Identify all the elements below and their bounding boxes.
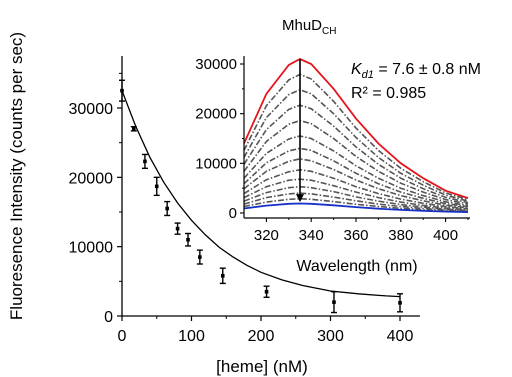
- spectrum-line: [243, 192, 469, 212]
- inset-x-tick-label: 360: [343, 227, 368, 244]
- data-point: [186, 237, 190, 242]
- fit-curve-layer: [121, 90, 401, 298]
- main-y-axis-label: Fluoresence Intensity (counts per sec): [7, 32, 26, 320]
- spectrum-line-final: [243, 202, 469, 213]
- main-y-tick-label: 30000: [69, 101, 114, 118]
- data-point: [143, 159, 147, 164]
- inset-x-axis-label: Wavelength (nm): [296, 258, 417, 275]
- fit-curve: [121, 90, 401, 298]
- main-x-tick-label: 200: [248, 328, 275, 345]
- data-point: [132, 127, 136, 131]
- inset-title: MhuDCH: [282, 17, 336, 37]
- inset-y-tick-label: 20000: [195, 106, 237, 123]
- spectrum-line: [243, 147, 469, 208]
- inset-title-main: MhuD: [282, 17, 322, 34]
- data-point: [175, 226, 180, 231]
- inset-x-tick-label: 380: [388, 227, 413, 244]
- spectrum-line: [243, 197, 469, 213]
- main-plot: 0 100 200 300 400 0 10000 20000 30000 [heme] (nM…: [7, 32, 420, 376]
- data-point: [198, 255, 202, 259]
- data-points-layer: [119, 79, 403, 314]
- main-y-tick-label: 20000: [69, 170, 114, 187]
- inset-axes: 320 340 360 380 400 0 10000 20000 30000: [195, 56, 470, 244]
- inset-y-tick-label: 0: [229, 205, 237, 222]
- data-point: [220, 273, 225, 278]
- inset-x-tick-label: 340: [299, 227, 324, 244]
- spectrum-line: [243, 178, 469, 211]
- kd-subscript: d1: [362, 69, 374, 81]
- arrow-head: [296, 194, 304, 203]
- main-x-tick-label: 0: [118, 328, 127, 345]
- main-x-tick-label: 300: [317, 328, 344, 345]
- data-point: [154, 184, 159, 189]
- inset-plot: 320 340 360 380 400 0 10000 20000 30000 MhuDCH K…: [195, 17, 481, 275]
- data-point: [264, 289, 269, 294]
- spectrum-line: [243, 158, 469, 209]
- data-point: [165, 206, 169, 211]
- decrease-arrow: [296, 59, 304, 203]
- main-y-tick-label: 10000: [69, 240, 114, 257]
- spectrum-line: [243, 168, 469, 210]
- spectrum-line: [243, 119, 469, 205]
- inset-y-tick-label: 10000: [195, 155, 237, 172]
- spectrum-line: [243, 73, 469, 201]
- data-point: [398, 301, 402, 305]
- main-x-axis-label: [heme] (nM): [216, 357, 308, 376]
- main-y-tick-label: 0: [104, 309, 113, 326]
- inset-x-tick-label: 400: [433, 227, 458, 244]
- data-point: [332, 300, 336, 304]
- main-axes: 0 100 200 300 400 0 10000 20000 30000: [69, 56, 420, 345]
- main-x-tick-label: 100: [178, 328, 205, 345]
- kd-value: = 7.6 ± 0.8 nM: [374, 61, 481, 78]
- inset-title-subscript: CH: [322, 26, 336, 37]
- spectrum-line: [243, 104, 469, 204]
- spectrum-line: [243, 88, 469, 202]
- inset-x-tick-label: 320: [254, 227, 279, 244]
- kd-symbol: K: [351, 61, 363, 78]
- main-x-tick-label: 400: [387, 328, 414, 345]
- r2-annotation: R² = 0.985: [351, 85, 426, 102]
- spectrum-line: [243, 185, 469, 212]
- kd-annotation: Kd1 = 7.6 ± 0.8 nM: [351, 61, 481, 81]
- spectrum-line-initial: [243, 57, 469, 199]
- inset-y-tick-label: 30000: [195, 56, 237, 73]
- spectra-layer: [243, 57, 469, 213]
